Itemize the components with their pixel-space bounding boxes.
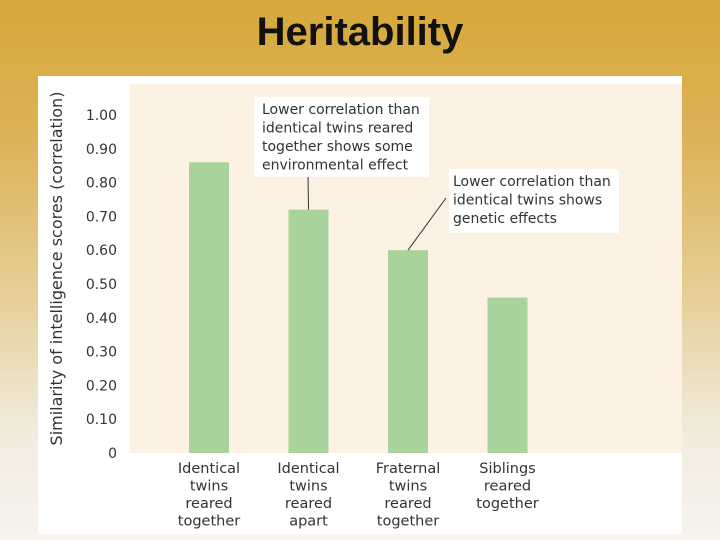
y-tick-label: 0.30	[86, 345, 117, 361]
x-category-label: together	[377, 514, 439, 530]
y-tick-label: 0.60	[86, 243, 117, 259]
annotation-leader-line	[307, 175, 309, 210]
x-category-label: twins	[289, 479, 327, 495]
y-tick-label: 0.40	[86, 311, 117, 327]
y-tick-label: 1.00	[86, 108, 117, 124]
x-category-label: apart	[289, 514, 328, 530]
x-category-label: together	[476, 496, 538, 512]
bar-chart: 0 0.10 0.20 0.30 0.40 0.50 0.60 0.70 0.80 0.90 1.0…	[47, 84, 682, 530]
x-category-label: Siblings	[479, 461, 535, 477]
annotation-text: Lower correlation than	[262, 102, 420, 118]
x-category-label: Fraternal	[376, 461, 441, 477]
x-category-label: reared	[384, 496, 431, 512]
y-tick-label: 0	[108, 446, 117, 462]
bar	[487, 297, 528, 453]
chart-panel: 0 0.10 0.20 0.30 0.40 0.50 0.60 0.70 0.80 0.90 1.0…	[38, 76, 682, 534]
annotation-text: identical twins reared	[262, 121, 413, 137]
x-category-label: reared	[484, 479, 531, 495]
annotation-box	[449, 169, 619, 233]
annotation-text: genetic effects	[453, 211, 557, 227]
bar	[189, 162, 229, 453]
x-category-label: Identical	[178, 461, 240, 477]
x-category-label: together	[178, 514, 240, 530]
x-category-label: Identical	[277, 461, 339, 477]
y-tick-label: 0.50	[86, 277, 117, 293]
y-tick-label: 0.90	[86, 142, 117, 158]
y-tick-label: 0.10	[86, 412, 117, 428]
annotation-text: identical twins shows	[453, 193, 602, 209]
y-tick-label: 0.20	[86, 378, 117, 394]
annotation-text: together shows some	[262, 139, 413, 155]
bar	[388, 250, 428, 453]
x-category-label: twins	[389, 479, 427, 495]
slide-title: Heritability	[256, 10, 464, 54]
annotation-text: Lower correlation than	[453, 174, 611, 190]
x-category-label: reared	[185, 496, 232, 512]
y-tick-label: 0.70	[86, 209, 117, 225]
x-category-label: twins	[190, 479, 228, 495]
annotation-leader-line	[407, 197, 447, 251]
annotation-box	[254, 97, 429, 177]
y-axis-label: Similarity of intelligence scores (corre…	[47, 92, 66, 446]
y-tick-label: 0.80	[86, 176, 117, 192]
bar	[288, 209, 329, 453]
x-category-label: reared	[285, 496, 332, 512]
annotation-text: environmental effect	[262, 158, 409, 174]
